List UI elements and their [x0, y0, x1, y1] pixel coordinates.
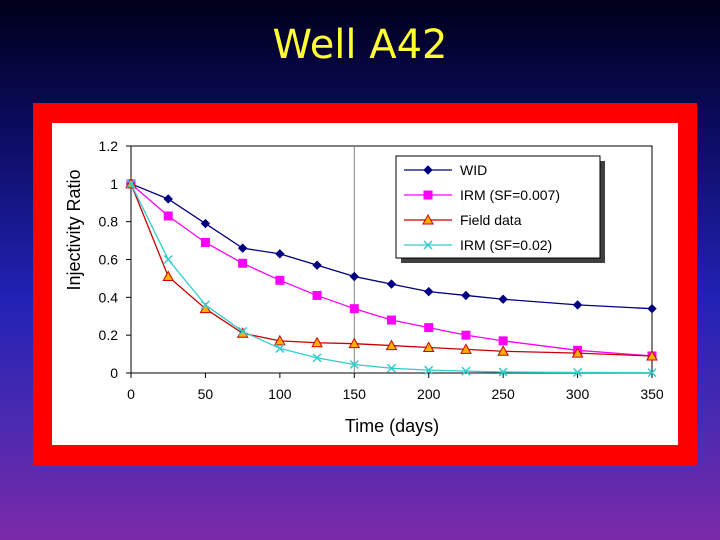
y-tick-label: 0.4	[99, 289, 119, 305]
y-tick-label: 0.8	[99, 214, 119, 230]
data-point-wid	[163, 194, 173, 204]
data-point-irm-sf-0-02	[200, 300, 210, 310]
data-point-irm-sf-0-007	[387, 315, 396, 325]
legend-marker	[423, 190, 433, 200]
x-tick-label: 100	[268, 386, 292, 402]
y-tick-label: 0	[110, 365, 118, 381]
legend-label: WID	[460, 162, 487, 178]
data-point-irm-sf-0-007	[424, 323, 434, 333]
y-tick-label: 1.2	[99, 138, 119, 154]
data-point-irm-sf-0-007	[498, 336, 508, 346]
x-tick-label: 50	[198, 386, 214, 402]
data-point-irm-sf-0-007	[238, 258, 248, 268]
slide-title: Well A42	[272, 22, 448, 68]
data-point-wid	[647, 303, 657, 314]
data-point-irm-sf-0-007	[461, 330, 471, 340]
data-point-irm-sf-0-02	[647, 368, 657, 378]
x-tick-label: 350	[640, 386, 664, 402]
x-tick-label: 250	[491, 386, 515, 402]
x-axis-label: Time (days)	[345, 416, 439, 436]
data-point-wid	[312, 260, 322, 270]
legend-label: Field data	[460, 212, 522, 228]
data-point-field-data	[460, 343, 472, 354]
data-point-irm-sf-0-02	[386, 363, 397, 373]
legend-marker	[423, 165, 433, 175]
data-point-irm-sf-0-02	[461, 366, 471, 376]
data-point-irm-sf-0-02	[275, 343, 285, 353]
x-tick-label: 150	[343, 386, 367, 402]
y-tick-label: 1	[110, 176, 118, 192]
data-point-irm-sf-0-007	[275, 275, 285, 285]
x-tick-label: 200	[417, 386, 441, 402]
data-point-irm-sf-0-007	[163, 211, 173, 221]
legend-label: IRM (SF=0.007)	[460, 187, 560, 203]
y-tick-label: 0.2	[99, 327, 119, 343]
x-tick-label: 300	[566, 386, 590, 402]
data-point-field-data	[571, 347, 584, 358]
data-point-irm-sf-0-02	[163, 254, 173, 265]
data-point-field-data	[348, 337, 361, 349]
data-point-irm-sf-0-007	[200, 237, 210, 247]
data-point-irm-sf-0-02	[238, 326, 248, 336]
legend-label: IRM (SF=0.02)	[460, 237, 552, 253]
data-point-field-data	[385, 339, 398, 351]
data-point-field-data	[311, 336, 323, 348]
data-point-irm-sf-0-02	[349, 359, 359, 370]
data-point-irm-sf-0-007	[349, 304, 359, 314]
data-point-irm-sf-0-007	[312, 290, 322, 300]
data-point-irm-sf-0-02	[573, 367, 583, 377]
data-point-field-data	[274, 334, 286, 346]
y-axis-label: Injectivity Ratio	[64, 169, 84, 290]
legend-box	[395, 155, 601, 259]
data-point-field-data	[646, 349, 658, 361]
data-point-wid	[275, 249, 285, 259]
data-point-irm-sf-0-02	[498, 367, 508, 377]
data-point-wid	[200, 218, 211, 229]
data-point-wid	[424, 286, 434, 297]
data-point-irm-sf-0-02	[424, 365, 434, 375]
data-point-wid	[461, 290, 471, 301]
data-point-field-data	[162, 270, 175, 282]
data-point-wid	[237, 243, 248, 253]
data-point-irm-sf-0-02	[312, 353, 322, 363]
y-tick-label: 0.6	[99, 252, 119, 268]
data-point-wid	[498, 294, 508, 304]
x-tick-label: 0	[127, 386, 135, 402]
data-point-irm-sf-0-02	[126, 179, 136, 189]
data-point-wid	[572, 300, 583, 310]
legend-marker	[423, 240, 433, 250]
legend-marker	[422, 213, 434, 225]
data-point-field-data	[497, 345, 509, 356]
data-point-wid	[349, 271, 359, 282]
data-point-field-data	[422, 341, 435, 352]
data-point-wid	[386, 279, 397, 289]
